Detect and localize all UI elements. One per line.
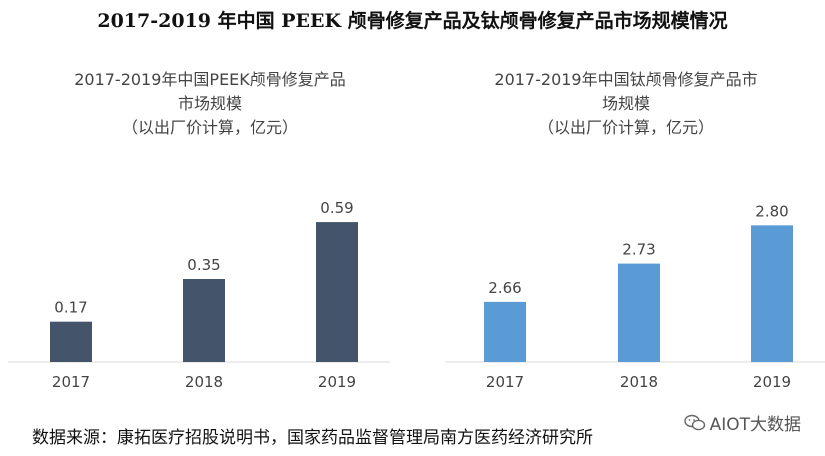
data-label-2019: 2.80 [755, 202, 788, 220]
titanium-chart-svg: 2.66 2017 2.73 2018 2.80 2019 [445, 202, 825, 391]
tick-label-2019: 2019 [318, 373, 356, 391]
data-label-2018: 0.35 [187, 256, 220, 274]
tick-label-2017: 2017 [486, 373, 524, 391]
watermark-text: AIOT大数据 [709, 415, 801, 435]
tick-label-2018: 2018 [620, 373, 658, 391]
chart1-title-line3: （以出厂价计算，亿元） [121, 118, 298, 137]
tick-label-2018: 2018 [185, 373, 223, 391]
data-label-2017: 2.66 [488, 279, 521, 297]
titanium-chart: 2.66 2017 2.73 2018 2.80 2019 [435, 148, 825, 404]
bar-2018 [618, 263, 660, 362]
tick-label-2017: 2017 [52, 373, 90, 391]
main-title: 2017-2019 年中国 PEEK 颅骨修复产品及钛颅骨修复产品市场规模情况 [97, 10, 728, 32]
chart1-title: 2017-2019年中国PEEK颅骨修复产品 市场规模 （以出厂价计算，亿元） [20, 68, 400, 140]
data-label-2018: 2.73 [622, 241, 655, 259]
bar-2019 [316, 222, 358, 362]
chart1-title-line2: 市场规模 [177, 94, 242, 113]
source-note: 数据来源：康拓医疗招股说明书，国家药品监督管理局南方医药经济研究所 [32, 428, 593, 448]
watermark: AIOT大数据 [683, 410, 801, 435]
bar-2017 [484, 301, 526, 362]
tick-label-2019: 2019 [753, 373, 791, 391]
bar-2017 [50, 321, 92, 362]
bar-2018 [183, 279, 225, 362]
chart2-title-line3: （以出厂价计算，亿元） [537, 118, 714, 137]
chart1-title-line1: 2017-2019年中国PEEK颅骨修复产品 [74, 70, 346, 89]
peek-chart: 0.17 2017 0.35 2018 0.59 2019 [0, 148, 390, 404]
data-label-2019: 0.59 [320, 199, 353, 217]
peek-chart-svg: 0.17 2017 0.35 2018 0.59 2019 [8, 199, 390, 391]
wechat-icon [683, 414, 705, 430]
chart2-title: 2017-2019年中国钛颅骨修复产品市 场规模 （以出厂价计算，亿元） [436, 68, 816, 140]
data-label-2017: 0.17 [54, 299, 87, 317]
chart2-title-line2: 场规模 [601, 94, 650, 113]
bar-2019 [751, 225, 793, 362]
chart2-title-line1: 2017-2019年中国钛颅骨修复产品市 [494, 70, 758, 89]
